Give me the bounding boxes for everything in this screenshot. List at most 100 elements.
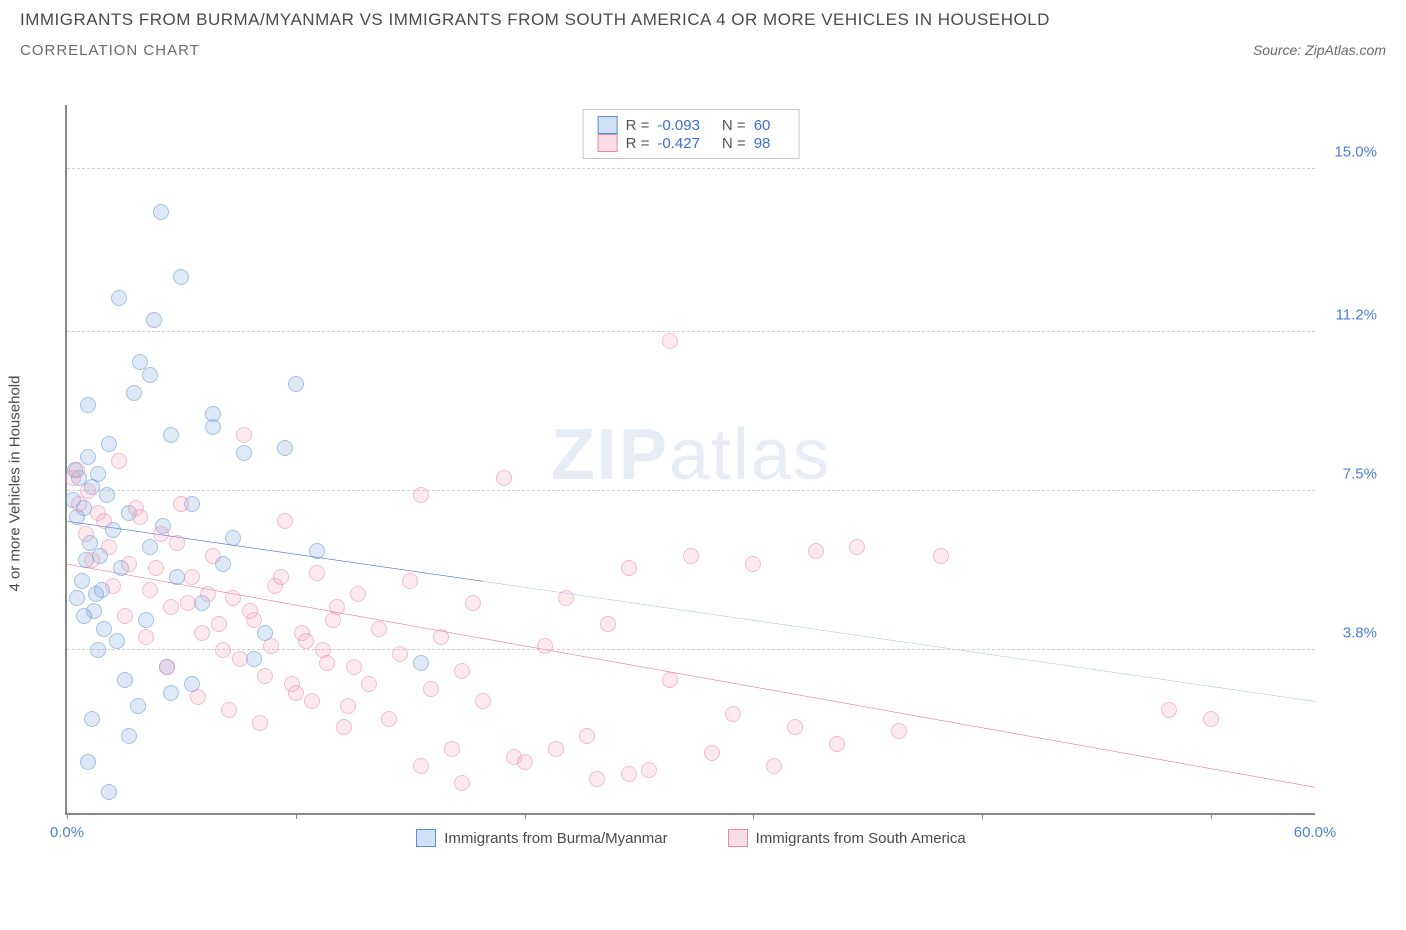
data-point bbox=[221, 702, 237, 718]
r-value-blue: -0.093 bbox=[657, 117, 700, 134]
data-point bbox=[65, 470, 81, 486]
data-point bbox=[346, 659, 362, 675]
data-point bbox=[130, 698, 146, 714]
data-point bbox=[315, 642, 331, 658]
data-point bbox=[163, 685, 179, 701]
data-point bbox=[232, 651, 248, 667]
data-point bbox=[190, 689, 206, 705]
data-point bbox=[891, 723, 907, 739]
chart-subtitle: CORRELATION CHART bbox=[20, 42, 200, 59]
data-point bbox=[101, 436, 117, 452]
data-point bbox=[325, 612, 341, 628]
chart-header: IMMIGRANTS FROM BURMA/MYANMAR VS IMMIGRA… bbox=[0, 0, 1406, 59]
watermark: ZIPatlas bbox=[551, 414, 831, 496]
data-point bbox=[309, 543, 325, 559]
data-point bbox=[309, 565, 325, 581]
x-tick-label: 0.0% bbox=[50, 824, 84, 841]
data-point bbox=[205, 548, 221, 564]
data-point bbox=[84, 552, 100, 568]
data-point bbox=[146, 312, 162, 328]
x-tick-mark bbox=[296, 813, 297, 819]
data-point bbox=[849, 539, 865, 555]
data-point bbox=[111, 453, 127, 469]
data-point bbox=[163, 599, 179, 615]
data-point bbox=[117, 608, 133, 624]
data-point bbox=[413, 758, 429, 774]
data-point bbox=[121, 556, 137, 572]
swatch-blue-icon bbox=[416, 829, 436, 847]
data-point bbox=[454, 775, 470, 791]
data-point bbox=[96, 513, 112, 529]
data-point bbox=[277, 513, 293, 529]
data-point bbox=[180, 595, 196, 611]
data-point bbox=[76, 608, 92, 624]
data-point bbox=[153, 204, 169, 220]
data-point bbox=[621, 766, 637, 782]
x-tick-mark bbox=[982, 813, 983, 819]
legend-label-pink: Immigrants from South America bbox=[756, 830, 966, 847]
data-point bbox=[304, 693, 320, 709]
data-point bbox=[159, 659, 175, 675]
data-point bbox=[381, 711, 397, 727]
data-point bbox=[69, 590, 85, 606]
data-point bbox=[173, 269, 189, 285]
chart-title: IMMIGRANTS FROM BURMA/MYANMAR VS IMMIGRA… bbox=[20, 10, 1386, 30]
data-point bbox=[111, 290, 127, 306]
data-point bbox=[600, 616, 616, 632]
data-point bbox=[142, 539, 158, 555]
data-point bbox=[933, 548, 949, 564]
data-point bbox=[1203, 711, 1219, 727]
data-point bbox=[579, 728, 595, 744]
gridline bbox=[67, 168, 1315, 169]
data-point bbox=[454, 663, 470, 679]
data-point bbox=[787, 719, 803, 735]
data-point bbox=[284, 676, 300, 692]
data-point bbox=[101, 784, 117, 800]
data-point bbox=[257, 668, 273, 684]
data-point bbox=[745, 556, 761, 572]
data-point bbox=[336, 719, 352, 735]
data-point bbox=[433, 629, 449, 645]
y-tick-label: 11.2% bbox=[1336, 307, 1377, 324]
stats-row-blue: R = -0.093 N = 60 bbox=[598, 116, 785, 134]
x-tick-mark bbox=[67, 813, 68, 819]
data-point bbox=[350, 586, 366, 602]
data-point bbox=[340, 698, 356, 714]
data-point bbox=[621, 560, 637, 576]
data-point bbox=[153, 526, 169, 542]
data-point bbox=[589, 771, 605, 787]
data-point bbox=[173, 496, 189, 512]
data-point bbox=[194, 625, 210, 641]
data-point bbox=[465, 595, 481, 611]
data-point bbox=[413, 487, 429, 503]
data-point bbox=[725, 706, 741, 722]
data-point bbox=[496, 470, 512, 486]
data-point bbox=[74, 573, 90, 589]
data-point bbox=[225, 530, 241, 546]
subtitle-row: CORRELATION CHART Source: ZipAtlas.com bbox=[20, 42, 1386, 59]
data-point bbox=[138, 629, 154, 645]
data-point bbox=[808, 543, 824, 559]
data-point bbox=[662, 333, 678, 349]
data-point bbox=[444, 741, 460, 757]
data-point bbox=[142, 367, 158, 383]
swatch-pink bbox=[598, 134, 618, 152]
data-point bbox=[96, 621, 112, 637]
data-point bbox=[184, 569, 200, 585]
data-point bbox=[142, 582, 158, 598]
data-point bbox=[392, 646, 408, 662]
data-point bbox=[361, 676, 377, 692]
swatch-pink-icon bbox=[728, 829, 748, 847]
data-point bbox=[126, 385, 142, 401]
gridline bbox=[67, 490, 1315, 491]
data-point bbox=[80, 397, 96, 413]
data-point bbox=[294, 625, 310, 641]
data-point bbox=[105, 578, 121, 594]
data-point bbox=[506, 749, 522, 765]
data-point bbox=[71, 496, 87, 512]
data-point bbox=[246, 651, 262, 667]
swatch-blue bbox=[598, 116, 618, 134]
r-value-pink: -0.427 bbox=[657, 135, 700, 152]
data-point bbox=[101, 539, 117, 555]
data-point bbox=[423, 681, 439, 697]
